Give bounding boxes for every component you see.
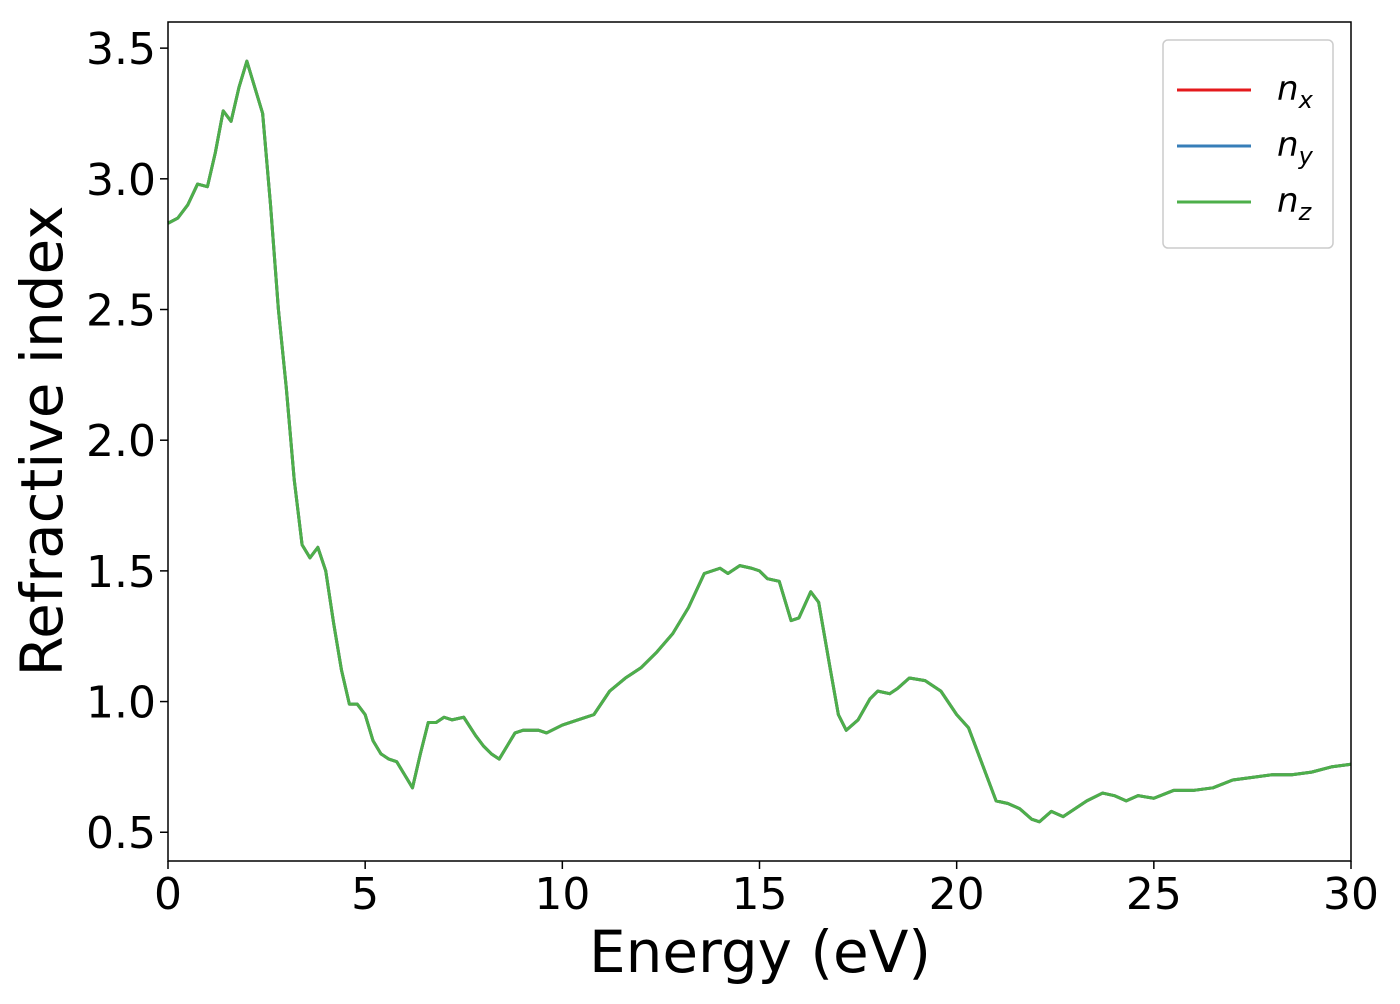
legend-label: ny: [1277, 125, 1314, 170]
x-tick-label: 20: [929, 869, 985, 920]
legend-frame: [1162, 39, 1334, 249]
y-tick-label: 1.0: [86, 678, 156, 729]
y-tick-label: 3.0: [86, 155, 156, 206]
x-tick-label: 0: [154, 869, 182, 920]
y-axis-label: Refractive index: [8, 205, 76, 676]
plot-frame: [167, 21, 1352, 862]
legend-label: nz: [1277, 181, 1313, 226]
legend-label: nx: [1277, 69, 1314, 114]
y-tick-label: 2.0: [86, 416, 156, 467]
x-tick-label: 15: [732, 869, 788, 920]
x-tick-label: 10: [534, 869, 590, 920]
y-tick-label: 1.5: [86, 547, 156, 598]
x-tick-label: 30: [1323, 869, 1379, 920]
line-series: [167, 59, 1352, 824]
x-axis-label: Energy (eV): [589, 918, 931, 986]
x-tick-label: 25: [1126, 869, 1182, 920]
y-tick-label: 2.5: [86, 286, 156, 337]
x-tick-label: 5: [351, 869, 379, 920]
y-tick-label: 0.5: [86, 808, 156, 859]
y-tick-label: 3.5: [86, 24, 156, 75]
